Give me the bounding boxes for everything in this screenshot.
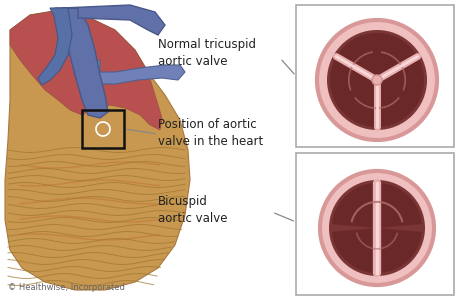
Circle shape (326, 30, 426, 130)
Polygon shape (55, 8, 108, 118)
Polygon shape (5, 10, 190, 290)
Circle shape (371, 75, 381, 85)
Polygon shape (38, 8, 72, 85)
Polygon shape (10, 10, 162, 130)
Text: © Healthwise, Incorporated: © Healthwise, Incorporated (8, 283, 124, 292)
Text: Position of aortic
valve in the heart: Position of aortic valve in the heart (157, 118, 263, 148)
Wedge shape (329, 58, 376, 127)
Polygon shape (90, 60, 185, 84)
Circle shape (319, 171, 433, 285)
Polygon shape (62, 5, 165, 35)
Wedge shape (376, 58, 423, 127)
Circle shape (316, 20, 436, 140)
Circle shape (328, 180, 424, 276)
Wedge shape (331, 228, 421, 273)
Bar (295, 153, 453, 295)
Bar (82, 110, 124, 148)
Wedge shape (331, 183, 421, 228)
Wedge shape (336, 33, 416, 80)
Bar (295, 5, 453, 147)
Text: Normal tricuspid
aortic valve: Normal tricuspid aortic valve (157, 38, 256, 68)
Text: Bicuspid
aortic valve: Bicuspid aortic valve (157, 195, 227, 225)
